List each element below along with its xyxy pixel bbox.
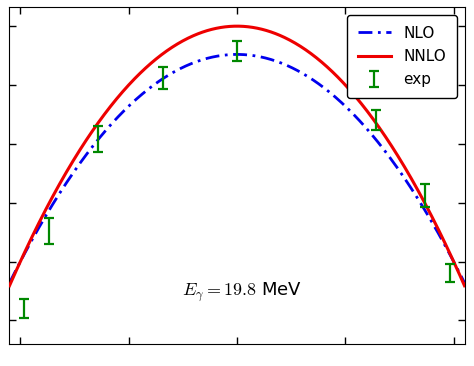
NNLO <box>234 24 239 28</box>
NLO <box>87 147 93 152</box>
NLO <box>462 281 467 285</box>
Line: NNLO: NNLO <box>9 26 465 286</box>
NLO <box>212 54 218 59</box>
Legend: NLO, NNLO, exp: NLO, NNLO, exp <box>347 15 457 98</box>
NNLO <box>7 284 12 288</box>
NNLO <box>462 284 467 288</box>
NNLO <box>87 132 93 137</box>
NLO <box>275 60 281 64</box>
Line: NLO: NLO <box>9 55 465 283</box>
NLO <box>311 78 317 83</box>
NLO <box>350 112 356 116</box>
NNLO <box>124 85 129 90</box>
NLO <box>234 52 239 57</box>
NLO <box>7 281 12 285</box>
NNLO <box>350 91 356 96</box>
NLO <box>124 106 129 111</box>
NNLO <box>212 26 218 31</box>
NNLO <box>311 54 317 58</box>
Text: $E_{\gamma} = 19.8$ MeV: $E_{\gamma} = 19.8$ MeV <box>182 280 302 304</box>
NNLO <box>275 33 281 37</box>
